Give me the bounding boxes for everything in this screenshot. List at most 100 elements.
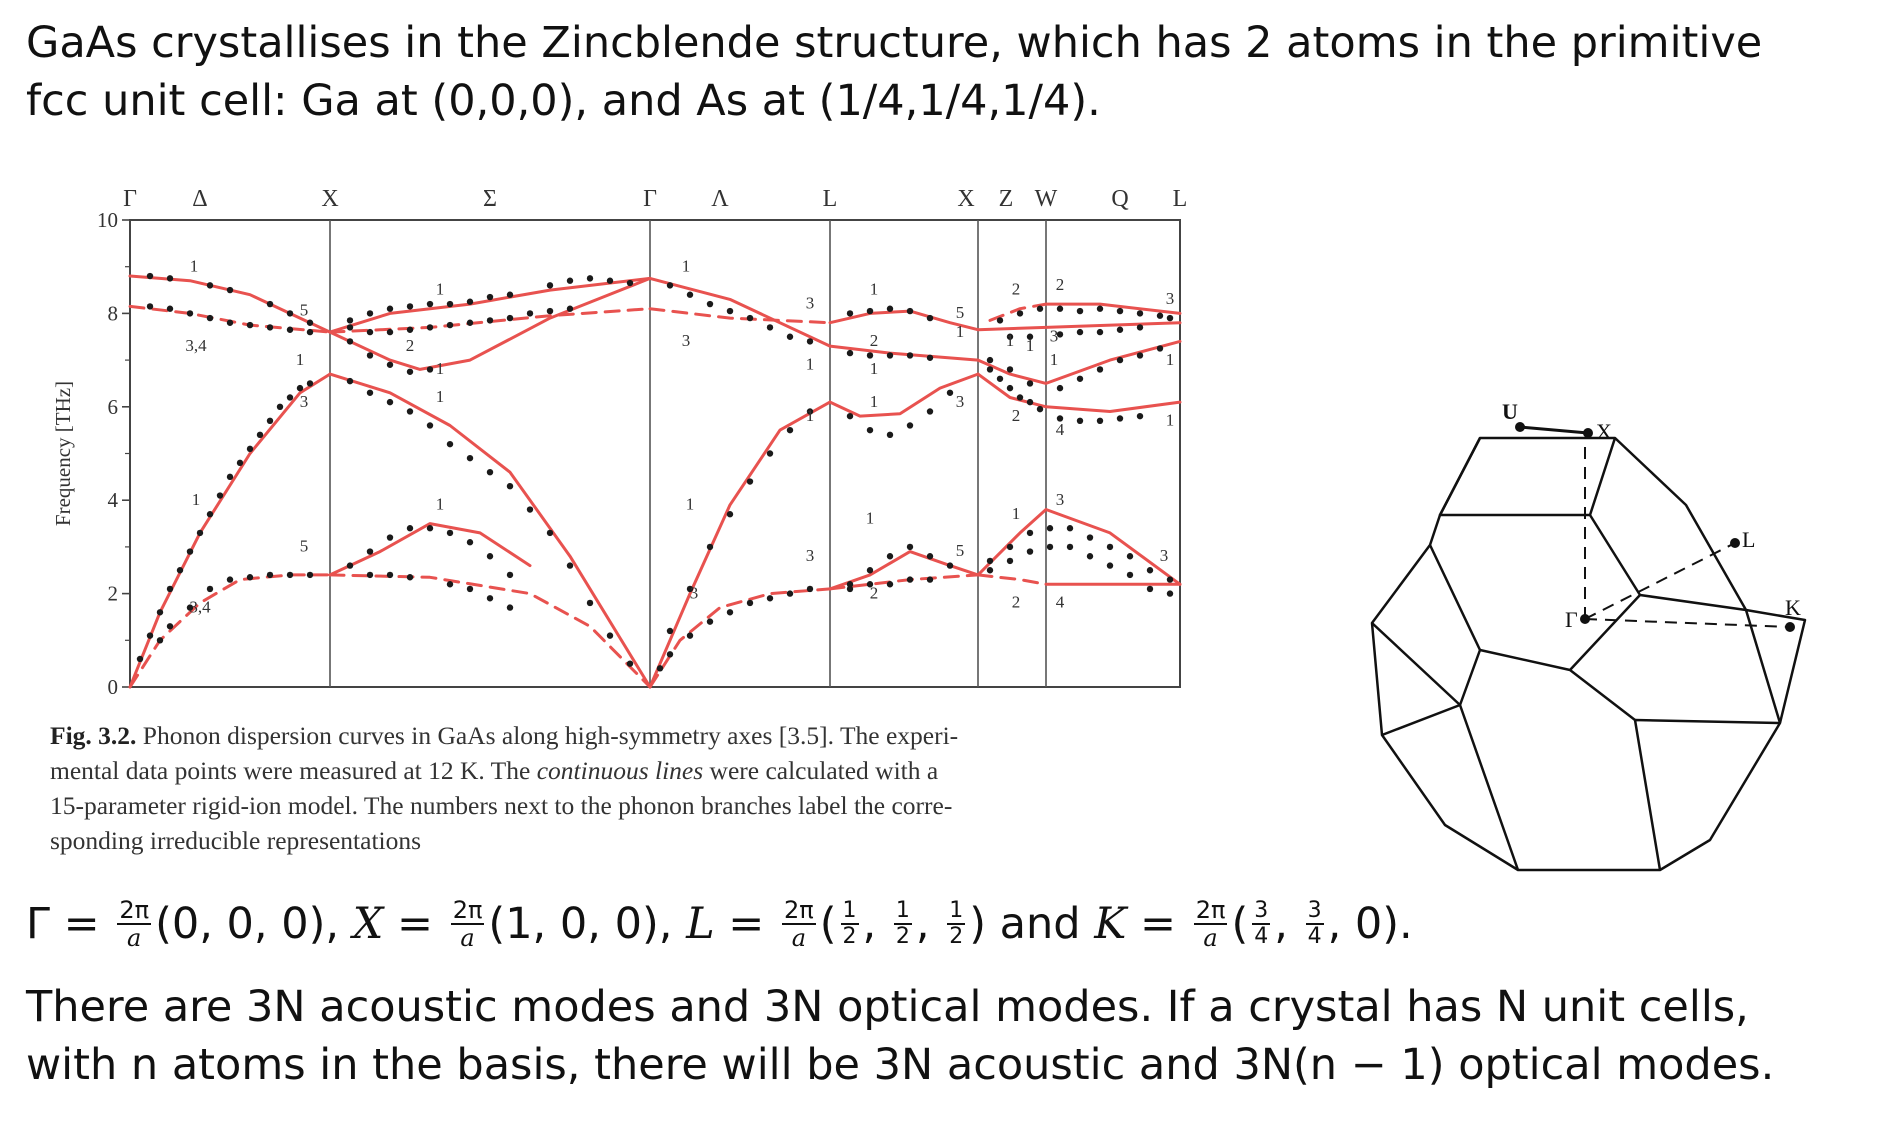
experimental-data-point bbox=[806, 585, 814, 593]
experimental-data-point bbox=[666, 627, 674, 635]
experimental-data-point bbox=[546, 529, 554, 537]
experimental-data-point bbox=[446, 581, 454, 588]
top-symmetry-label: Z bbox=[999, 186, 1014, 212]
experimental-data-point bbox=[1166, 590, 1174, 597]
experimental-data-point bbox=[426, 525, 434, 532]
experimental-data-point bbox=[276, 403, 284, 410]
experimental-data-point bbox=[846, 581, 854, 588]
experimental-data-point bbox=[426, 422, 434, 429]
caption-fig-label: Fig. 3.2. bbox=[50, 721, 137, 750]
top-symmetry-label: Q bbox=[1111, 186, 1128, 212]
experimental-data-point bbox=[726, 511, 734, 518]
caption-text-e: sponding irreducible representations bbox=[50, 826, 422, 855]
calculated-branch-line bbox=[328, 276, 652, 371]
experimental-data-point bbox=[526, 310, 534, 317]
two-pi-over-a-2: 2π a bbox=[450, 896, 485, 952]
label-k: K bbox=[1785, 595, 1801, 620]
experimental-data-point bbox=[466, 319, 474, 326]
k-comma: , bbox=[1274, 899, 1302, 949]
branch-irrep-label: 5 bbox=[956, 303, 965, 322]
label-u: U bbox=[1502, 399, 1518, 424]
experimental-data-point bbox=[1036, 405, 1044, 413]
figure-caption: Fig. 3.2. Phonon dispersion curves in Ga… bbox=[50, 718, 1200, 858]
top-symmetry-label: Σ bbox=[483, 186, 497, 212]
experimental-data-point bbox=[216, 492, 224, 499]
experimental-data-point bbox=[266, 324, 274, 331]
experimental-data-point bbox=[166, 305, 174, 312]
caption-text-c: were calculated with a bbox=[703, 756, 939, 785]
experimental-data-point bbox=[156, 609, 164, 616]
caption-emphasis: continuous lines bbox=[536, 756, 704, 785]
experimental-data-point bbox=[466, 298, 474, 305]
bz-outline bbox=[1370, 436, 1807, 872]
calculated-branch-line bbox=[128, 573, 332, 689]
experimental-data-point bbox=[1126, 571, 1134, 579]
and-word: and bbox=[985, 899, 1095, 949]
experimental-data-point bbox=[946, 562, 954, 569]
bz-left-hex bbox=[1371, 544, 1636, 737]
experimental-data-point bbox=[766, 595, 774, 602]
experimental-data-point bbox=[186, 548, 194, 555]
experimental-data-point bbox=[446, 440, 454, 448]
modes-text: There are 3N acoustic modes and 3N optic… bbox=[26, 978, 1886, 1094]
experimental-data-point bbox=[146, 303, 154, 310]
bz-bottom-hex bbox=[1458, 594, 1781, 871]
experimental-data-point bbox=[866, 581, 874, 588]
branch-irrep-label: 1 bbox=[190, 256, 199, 275]
calculated-branch-line bbox=[976, 508, 1182, 586]
top-symmetry-label: Γ bbox=[123, 186, 137, 212]
x-symbol: X bbox=[352, 899, 384, 949]
experimental-data-point bbox=[486, 595, 494, 602]
l-close-paren: ) bbox=[969, 899, 986, 949]
experimental-data-point bbox=[946, 389, 954, 396]
experimental-data-point bbox=[426, 366, 434, 373]
experimental-data-point bbox=[986, 557, 994, 565]
top-symmetry-label: Δ bbox=[192, 186, 207, 212]
calculated-branch-line bbox=[328, 372, 652, 689]
experimental-data-point bbox=[1166, 314, 1174, 322]
experimental-data-point bbox=[1156, 345, 1164, 352]
u-x-segment bbox=[1519, 425, 1589, 435]
calculated-branch-line bbox=[976, 372, 1182, 413]
point-gamma bbox=[1580, 614, 1590, 624]
calculated-branch-line bbox=[976, 321, 1182, 332]
experimental-data-point bbox=[286, 310, 294, 317]
branch-irrep-label: 5 bbox=[300, 537, 309, 556]
experimental-data-point bbox=[206, 282, 214, 289]
point-l bbox=[1730, 538, 1740, 548]
experimental-data-point bbox=[206, 314, 214, 322]
y-tick-label: 2 bbox=[108, 582, 119, 606]
experimental-data-point bbox=[1016, 394, 1024, 401]
top-symmetry-label: L bbox=[1173, 186, 1188, 212]
experimental-data-point bbox=[1086, 534, 1094, 541]
experimental-data-point bbox=[1106, 543, 1114, 551]
experimental-data-point bbox=[1036, 305, 1044, 312]
branch-irrep-label: 1 bbox=[806, 406, 815, 425]
l-comma-2: , bbox=[915, 899, 944, 949]
experimental-data-point bbox=[406, 368, 414, 375]
experimental-data-point bbox=[786, 426, 794, 434]
experimental-data-point bbox=[846, 310, 854, 317]
experimental-data-point bbox=[466, 454, 474, 462]
top-symmetry-label: W bbox=[1035, 186, 1058, 212]
branch-irrep-label: 3 bbox=[1166, 289, 1175, 308]
branch-irrep-label: 1 bbox=[436, 387, 445, 406]
experimental-data-point bbox=[926, 576, 934, 583]
experimental-data-point bbox=[746, 599, 754, 607]
experimental-data-point bbox=[906, 352, 914, 359]
experimental-data-point bbox=[926, 553, 934, 560]
calculated-branch-line bbox=[648, 400, 832, 689]
y-tick-label: 8 bbox=[108, 301, 119, 325]
experimental-data-point bbox=[886, 553, 894, 560]
l-open-paren: ( bbox=[819, 899, 837, 949]
experimental-data-point bbox=[1066, 543, 1074, 551]
branch-irrep-label: 1 bbox=[436, 495, 445, 514]
experimental-data-point bbox=[206, 511, 214, 518]
experimental-data-point bbox=[226, 473, 234, 481]
experimental-data-point bbox=[526, 506, 534, 513]
experimental-data-point bbox=[486, 553, 494, 560]
